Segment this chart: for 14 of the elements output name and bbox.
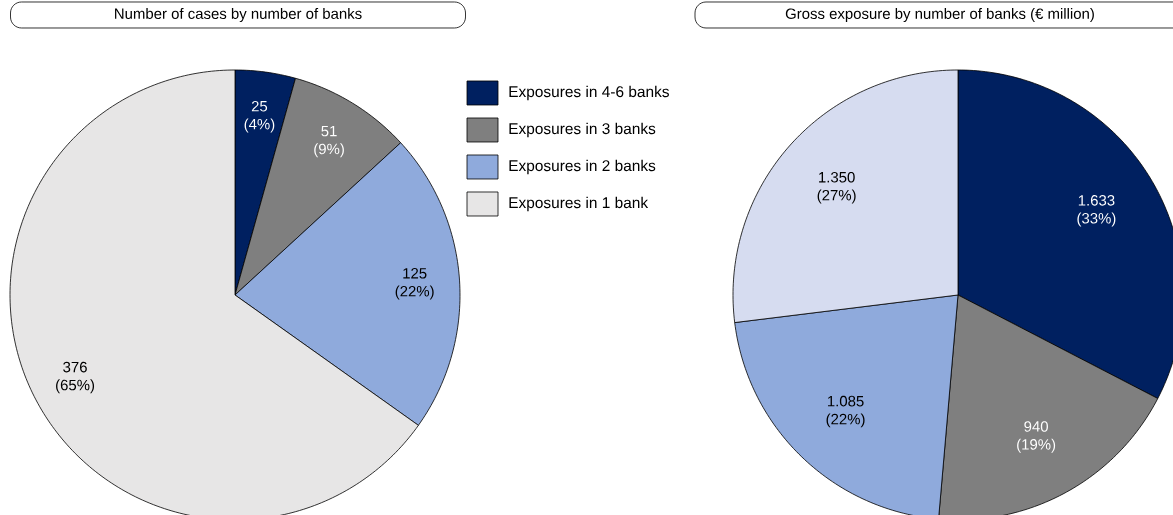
data-label: 125 (22%) [395, 267, 434, 300]
data-label: 51 (9%) [314, 125, 344, 158]
legend-label: Exposures in 3 banks [509, 122, 656, 138]
data-label: 1.350 (27%) [817, 171, 856, 204]
data-label: 1.633 (33%) [1077, 195, 1116, 227]
data-label: 1.085 (22%) [826, 395, 865, 428]
legend-label: Exposures in 4-6 banks [509, 85, 669, 101]
chart-title: Number of cases by number of banks [115, 8, 362, 22]
data-label: 25 (4%) [244, 100, 275, 133]
legend-label: Exposures in 1 bank [509, 196, 649, 212]
legend-label: Exposures in 2 banks [509, 159, 656, 175]
data-label: 940 (19%) [1017, 421, 1056, 453]
data-label: 376 (65%) [56, 361, 95, 394]
chart-title: Gross exposure by number of banks (€ million) [785, 8, 1094, 22]
